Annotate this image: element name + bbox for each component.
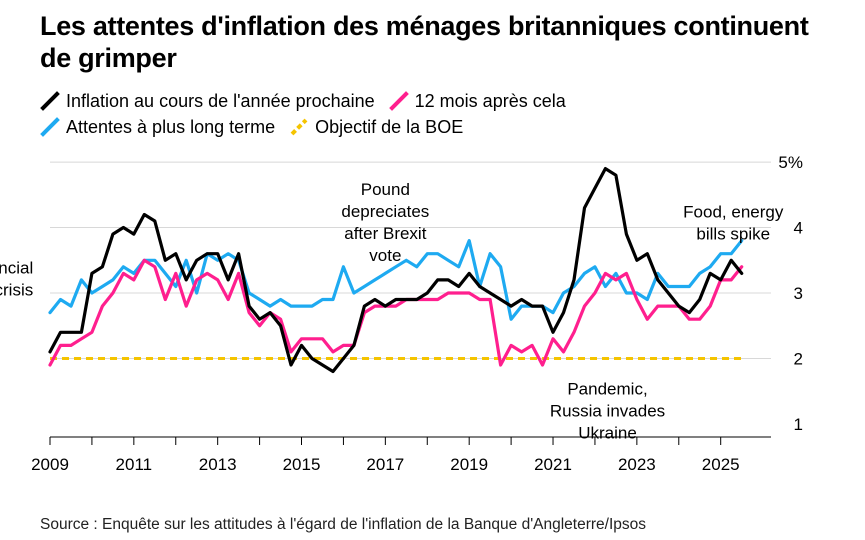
annotation-1: Pound depreciates after Brexit vote <box>341 180 429 265</box>
annotation-line: after Brexit <box>344 224 426 243</box>
x-tick-label: 2023 <box>618 455 656 474</box>
y-axis-labels: 1 2 3 4 5% <box>778 153 803 434</box>
x-tick-label: 2011 <box>116 455 153 474</box>
x-tick-label: 2017 <box>366 455 404 474</box>
series-line-1 <box>48 258 744 367</box>
annotation-line: vote <box>369 246 401 265</box>
legend-item-long-term: Attentes à plus long terme <box>40 117 275 138</box>
series-lines <box>48 167 744 374</box>
annotation-line: depreciates <box>341 202 429 221</box>
legend-label: 12 mois après cela <box>414 90 566 111</box>
legend-swatch-black-icon <box>40 91 60 111</box>
x-tick-label: 2025 <box>702 455 740 474</box>
legend-label: Attentes à plus long terme <box>66 116 276 137</box>
y-tick-label: 5% <box>778 153 803 172</box>
y-tick-label: 3 <box>794 284 803 303</box>
legend: Inflation au cours de l'année prochaine … <box>40 88 840 140</box>
legend-label: Inflation au cours de l'année prochaine <box>66 90 375 111</box>
y-tick-label: 4 <box>794 219 803 238</box>
annotation-line: Food, energy <box>683 203 784 222</box>
x-tick-label: 2009 <box>31 455 69 474</box>
annotations: Financial crisis Pound depreciates after Bre… <box>0 180 784 443</box>
legend-swatch-blue-icon <box>40 117 60 137</box>
x-axis: 2009 2011 2013 2015 2017 2019 2021 2023 2025 <box>31 436 771 474</box>
annotation-0: Financial crisis <box>0 258 33 299</box>
x-tick-label: 2019 <box>450 455 488 474</box>
series-line-2 <box>48 239 744 321</box>
x-tick-label: 2021 <box>534 455 572 474</box>
annotation-line: Pandemic, <box>567 379 647 398</box>
source-note: Source : Enquête sur les attitudes à l'é… <box>40 516 647 533</box>
y-tick-label: 1 <box>794 415 803 434</box>
annotation-line: bills spike <box>696 225 770 244</box>
legend-label: Objectif de la BOE <box>315 116 464 137</box>
legend-row-1: Inflation au cours de l'année prochaine … <box>40 88 840 114</box>
series-line-0 <box>48 167 744 374</box>
annotation-line: Financial <box>0 258 33 277</box>
y-tick-label: 2 <box>794 349 803 368</box>
chart-title: Les attentes d'inflation des ménages bri… <box>40 11 809 73</box>
annotation-3: Food, energy bills spike <box>683 203 784 244</box>
annotation-line: Ukraine <box>578 423 637 442</box>
annotation-line: Russia invades <box>550 401 665 420</box>
legend-swatch-pink-icon <box>388 91 409 111</box>
annotation-line: crisis <box>0 280 33 299</box>
legend-swatch-yellow-dashed-icon <box>290 118 308 136</box>
annotation-line: Pound <box>361 180 410 199</box>
x-tick-label: 2013 <box>199 455 237 474</box>
legend-item-boe-target: Objectif de la BOE <box>289 117 463 138</box>
annotation-2: Pandemic, Russia invades Ukraine <box>550 379 665 442</box>
x-tick-label: 2015 <box>283 455 321 474</box>
legend-row-2: Attentes à plus long terme Objectif de l… <box>40 114 840 140</box>
gridlines <box>50 161 771 359</box>
legend-item-next-year: Inflation au cours de l'année prochaine <box>40 91 375 112</box>
legend-item-12-months-after: 12 mois après cela <box>388 90 566 112</box>
